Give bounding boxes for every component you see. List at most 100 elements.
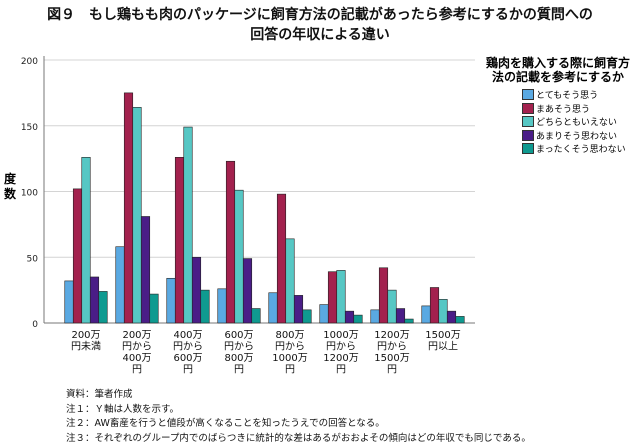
bar	[285, 238, 295, 324]
legend-title-line: 鶏肉を購入する際に飼育方	[485, 56, 630, 70]
note-line: 資料：筆者作成	[66, 389, 133, 400]
bar	[98, 291, 108, 324]
bar	[234, 189, 244, 324]
x-tick-label: 円から	[122, 341, 152, 353]
bar	[319, 304, 329, 324]
x-tick-label: 円から	[326, 341, 356, 353]
x-tick-label: 800万	[224, 353, 253, 364]
x-tick-label: 1500万	[425, 330, 460, 341]
bar	[217, 288, 227, 324]
legend-label: まあそう思う	[536, 104, 591, 115]
x-tick-label: 円	[132, 365, 142, 376]
bar	[336, 270, 346, 324]
bar	[268, 292, 278, 324]
y-tick-label: 150	[21, 123, 38, 133]
x-tick-label: 円未満	[71, 341, 101, 353]
legend-item: とてもそう思う	[522, 88, 626, 102]
x-tick-label: 1000万	[323, 330, 358, 341]
bar	[200, 289, 210, 324]
bar	[174, 157, 185, 324]
x-tick-label: 200万	[71, 330, 100, 341]
x-tick-label: 1200万	[323, 353, 358, 364]
bar	[191, 256, 202, 324]
x-tick-label: 円	[387, 365, 397, 376]
bar	[438, 299, 448, 324]
x-tick-label: 800万	[275, 330, 304, 341]
legend-title-line: 法の記載を参考にするか	[491, 70, 625, 84]
bar	[344, 310, 355, 324]
bar	[149, 293, 159, 324]
bar	[115, 246, 125, 324]
legend-swatch	[522, 143, 534, 155]
notes: 資料：筆者作成注１：Ｙ軸は人数を示す。注２：AW畜産を行うと値段が高くなることを…	[66, 388, 531, 444]
x-tick-label: 400万	[173, 330, 202, 341]
bar	[225, 160, 236, 324]
legend-label: あまりそう思わない	[536, 131, 618, 142]
bar	[72, 188, 83, 324]
x-tick-label: 円	[285, 365, 295, 376]
note-line: 注１：Ｙ軸は人数を示す。	[66, 403, 180, 415]
legend-swatch	[522, 116, 534, 128]
x-tick-label: 200万	[122, 330, 151, 341]
bar	[455, 316, 465, 324]
legend-title: 鶏肉を購入する際に飼育方 法の記載を参考にするか	[478, 56, 638, 84]
y-tick-label: 50	[27, 254, 39, 264]
legend-swatch	[522, 102, 534, 114]
legend-item: まあそう思う	[522, 102, 626, 116]
legend-label: とてもそう思う	[536, 91, 599, 102]
y-tick-label: 100	[21, 189, 38, 199]
bar	[327, 271, 338, 324]
bar	[404, 318, 414, 324]
bar	[446, 310, 457, 324]
bar	[302, 309, 312, 324]
x-tick-label: 600万	[224, 330, 253, 341]
legend-label: どちらともいえない	[536, 118, 617, 129]
bar	[276, 193, 287, 324]
x-tick-label: 円	[183, 365, 193, 376]
x-tick-label: 円から	[377, 341, 407, 353]
x-tick-label: 1500万	[374, 353, 409, 364]
bar	[132, 107, 142, 324]
note-line: 注２：AW畜産を行うと値段が高くなることを知ったうえでの回答となる。	[66, 418, 385, 429]
x-tick-label: 円	[336, 365, 346, 376]
legend-item: あまりそう思わない	[522, 129, 626, 143]
legend-item: どちらともいえない	[522, 115, 626, 129]
y-axis-label: 度数	[4, 172, 17, 201]
x-tick-label: 1000万	[272, 353, 307, 364]
legend-label: まったくそう思わない	[536, 145, 626, 156]
bar	[387, 289, 397, 324]
legend: とてもそう思う まあそう思うどちらともいえない あまりそう思わない まったくそう思わな…	[522, 88, 626, 156]
y-tick-label: 0	[32, 320, 38, 330]
bar	[166, 277, 176, 324]
x-tick-label: 円から	[224, 341, 254, 353]
bar	[81, 157, 91, 324]
bar	[395, 308, 406, 324]
bar	[421, 305, 431, 324]
x-tick-label: 円	[234, 365, 244, 376]
bar	[293, 295, 304, 324]
legend-swatch	[522, 129, 534, 141]
legend-item: まったくそう思わない	[522, 142, 626, 156]
bar	[251, 308, 261, 324]
title-line-2: 回答の年収による違い	[250, 27, 390, 43]
x-tick-label: 400万	[122, 353, 151, 364]
x-tick-label: 1200万	[374, 330, 409, 341]
bar	[378, 267, 389, 324]
x-tick-label: 600万	[173, 353, 202, 364]
x-tick-label: 円から	[173, 341, 203, 353]
bar	[370, 309, 380, 324]
x-tick-label: 円以上	[428, 341, 458, 353]
x-tick-label: 円から	[275, 341, 305, 353]
bar	[123, 92, 134, 324]
y-tick-label: 200	[21, 57, 38, 67]
legend-swatch	[522, 89, 534, 101]
note-line: 注３：それぞれのグループ内でのばらつきに統計的な差はあるがおおよその傾向はどの年…	[66, 432, 531, 444]
bar	[140, 216, 151, 324]
bar	[64, 280, 74, 324]
bar	[183, 126, 193, 324]
bar	[89, 276, 100, 324]
bar	[429, 287, 440, 324]
title-line-1: 図９ もし鶏もも肉のパッケージに飼育方法の記載があったら参考にするかの質問への	[47, 7, 593, 23]
